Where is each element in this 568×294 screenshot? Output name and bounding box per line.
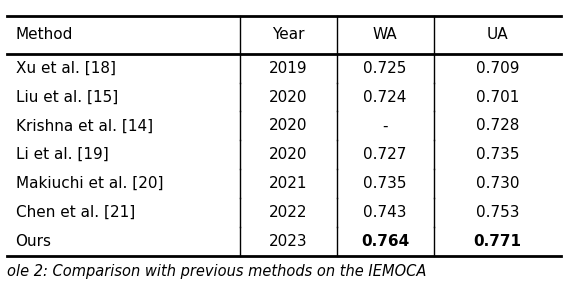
Text: WA: WA: [373, 27, 398, 42]
Text: 2020: 2020: [269, 147, 307, 162]
Text: 0.730: 0.730: [475, 176, 519, 191]
Text: 0.743: 0.743: [364, 205, 407, 220]
Text: 2020: 2020: [269, 90, 307, 105]
Text: Chen et al. [21]: Chen et al. [21]: [15, 205, 135, 220]
Text: 0.727: 0.727: [364, 147, 407, 162]
Text: Ours: Ours: [15, 234, 52, 249]
Text: 2023: 2023: [269, 234, 307, 249]
Text: 0.753: 0.753: [475, 205, 519, 220]
Text: 2022: 2022: [269, 205, 307, 220]
Text: ole 2: Comparison with previous methods on the IEMOCA: ole 2: Comparison with previous methods …: [7, 264, 427, 279]
Text: 0.728: 0.728: [475, 118, 519, 133]
Text: 2021: 2021: [269, 176, 307, 191]
Text: 0.735: 0.735: [364, 176, 407, 191]
Text: Liu et al. [15]: Liu et al. [15]: [15, 90, 118, 105]
Text: Li et al. [19]: Li et al. [19]: [15, 147, 108, 162]
Text: Krishna et al. [14]: Krishna et al. [14]: [15, 118, 153, 133]
Text: 0.735: 0.735: [475, 147, 519, 162]
Text: 0.709: 0.709: [475, 61, 519, 76]
Text: 0.771: 0.771: [473, 234, 521, 249]
Text: 2019: 2019: [269, 61, 307, 76]
Text: Makiuchi et al. [20]: Makiuchi et al. [20]: [15, 176, 163, 191]
Text: 0.701: 0.701: [475, 90, 519, 105]
Text: -: -: [382, 118, 388, 133]
Text: 0.725: 0.725: [364, 61, 407, 76]
Text: 0.724: 0.724: [364, 90, 407, 105]
Text: Xu et al. [18]: Xu et al. [18]: [15, 61, 115, 76]
Text: Year: Year: [272, 27, 304, 42]
Text: UA: UA: [486, 27, 508, 42]
Text: 0.764: 0.764: [361, 234, 409, 249]
Text: Method: Method: [15, 27, 73, 42]
Text: 2020: 2020: [269, 118, 307, 133]
